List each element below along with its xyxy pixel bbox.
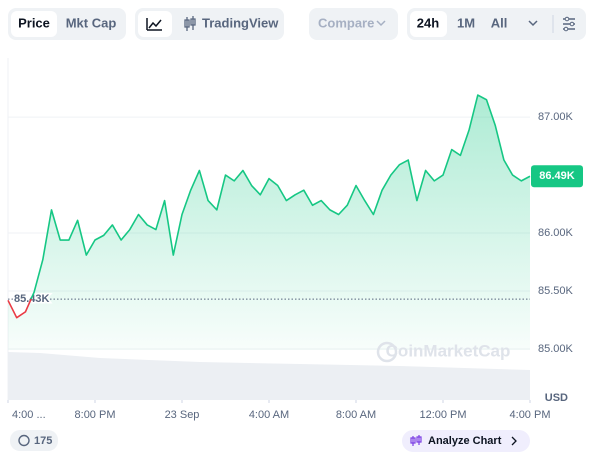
y-tick-label: 85.00K: [538, 343, 574, 355]
x-tick-label: 12:00 PM: [419, 409, 466, 421]
range-24h-button[interactable]: [410, 11, 447, 37]
compare-button[interactable]: [309, 8, 398, 40]
range-1m[interactable]: 1M: [457, 15, 475, 30]
chart-type-group: [135, 8, 284, 40]
range-24h[interactable]: 24h: [417, 15, 439, 30]
analyze-icon: [410, 435, 422, 446]
analyze-label[interactable]: Analyze Chart: [428, 435, 502, 447]
chevron: [376, 20, 386, 27]
price-line: [7, 94, 531, 319]
range-menu[interactable]: [528, 20, 538, 27]
analyze-chevron: [511, 436, 517, 446]
y-tick-label: 86.00K: [538, 227, 574, 239]
y-axis-label: USD: [545, 392, 568, 404]
current-label: 86.49K: [539, 170, 575, 182]
volume-backdrop: [8, 352, 530, 400]
y-tick-label: 87.00K: [538, 111, 574, 123]
count[interactable]: 175: [34, 435, 52, 447]
watermark-logo: [376, 341, 398, 363]
settings-knob: [563, 26, 569, 32]
range-all[interactable]: All: [491, 15, 508, 30]
compare-label[interactable]: Compare: [318, 15, 374, 30]
x-tick-label: 8:00 PM: [75, 409, 116, 421]
price-label[interactable]: Price: [18, 15, 50, 30]
settings-knob: [564, 16, 570, 22]
x-tick-label: 23 Sep: [165, 409, 200, 421]
area: [8, 95, 530, 351]
line-icon: [146, 18, 162, 31]
clock-icon: [18, 434, 30, 447]
x-tick-label: 8:00 AM: [336, 409, 376, 421]
watermark: CoinMarketCap: [386, 341, 511, 360]
y-tick-label: 85.50K: [538, 285, 574, 297]
mkt-cap-button[interactable]: Mkt Cap: [66, 15, 117, 30]
plot: 85.00K 85.50K 86.00K 87.00K USD 4:00 ... 8:00 …: [7, 94, 583, 421]
tradingview-button[interactable]: TradingView: [202, 15, 279, 30]
range-group: [407, 8, 586, 40]
x-tick-label: 4:00 AM: [249, 409, 289, 421]
settings-knob: [569, 21, 575, 27]
x-tick-label: 4:00 PM: [510, 409, 551, 421]
x-tick-label: 4:00 ...: [12, 409, 46, 421]
analyze-button[interactable]: [402, 430, 530, 452]
price-button[interactable]: [11, 11, 57, 37]
candle-icon: [184, 16, 196, 31]
current-badge: [531, 165, 583, 188]
